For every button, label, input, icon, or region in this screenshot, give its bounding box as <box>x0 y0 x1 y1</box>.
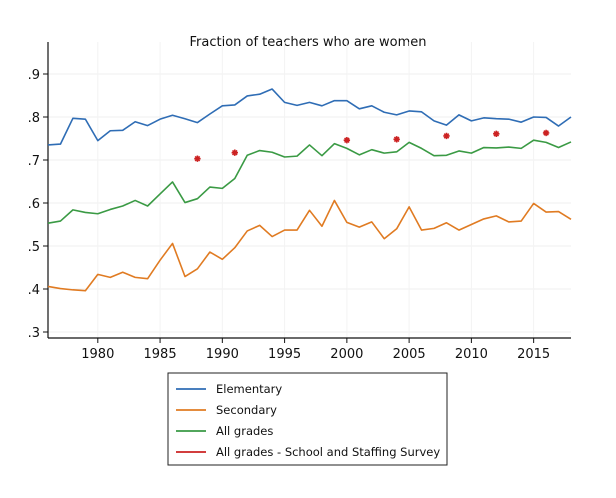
series-all-grades <box>47 139 572 224</box>
series-elementary <box>47 88 572 146</box>
legend-box <box>167 372 448 466</box>
series-line <box>47 139 572 224</box>
data-point-marker <box>493 130 500 137</box>
legend: Elementary Secondary All grades All grades … <box>167 372 448 466</box>
legend-label: All grades - School and Staffing Survey <box>216 445 440 459</box>
series-line <box>47 199 572 292</box>
y-tick-label: .4 <box>28 283 40 298</box>
data-point-marker <box>393 136 400 143</box>
x-tick-label: 2005 <box>393 347 426 362</box>
y-tick-label: .5 <box>28 240 40 255</box>
x-tick-label: 2010 <box>455 347 488 362</box>
series-all-grades-school-and-staffing-survey <box>194 129 550 162</box>
legend-label: Secondary <box>216 403 277 417</box>
data-point-marker <box>194 155 201 162</box>
data-point-marker <box>231 149 238 156</box>
data-point-marker <box>443 132 450 140</box>
y-tick-label: .9 <box>28 68 40 83</box>
series-secondary <box>47 199 572 292</box>
legend-label: Elementary <box>216 382 282 396</box>
y-tick-label: .7 <box>28 154 40 169</box>
legend-label: All grades <box>216 424 273 438</box>
series-layer <box>47 88 572 292</box>
data-point-marker <box>542 129 550 137</box>
x-tick-label: 1995 <box>268 347 301 362</box>
x-tick-label: 1990 <box>206 347 239 362</box>
x-tick-label: 1985 <box>144 347 177 362</box>
series-line <box>47 88 572 146</box>
y-tick-label: .8 <box>28 111 40 126</box>
x-tick-label: 1980 <box>81 347 114 362</box>
y-tick-label: .6 <box>28 197 40 212</box>
data-point-marker <box>343 137 351 144</box>
axes: .3 .4 .5 .6 .7 .8 .9 1980 1985 1990 1995 2000 2005 20… <box>28 42 571 362</box>
x-tick-label: 2015 <box>517 347 550 362</box>
gridlines <box>48 42 571 338</box>
y-tick-label: .3 <box>28 326 40 341</box>
chart-title: Fraction of teachers who are women <box>190 35 427 50</box>
x-tick-label: 2000 <box>330 347 363 362</box>
